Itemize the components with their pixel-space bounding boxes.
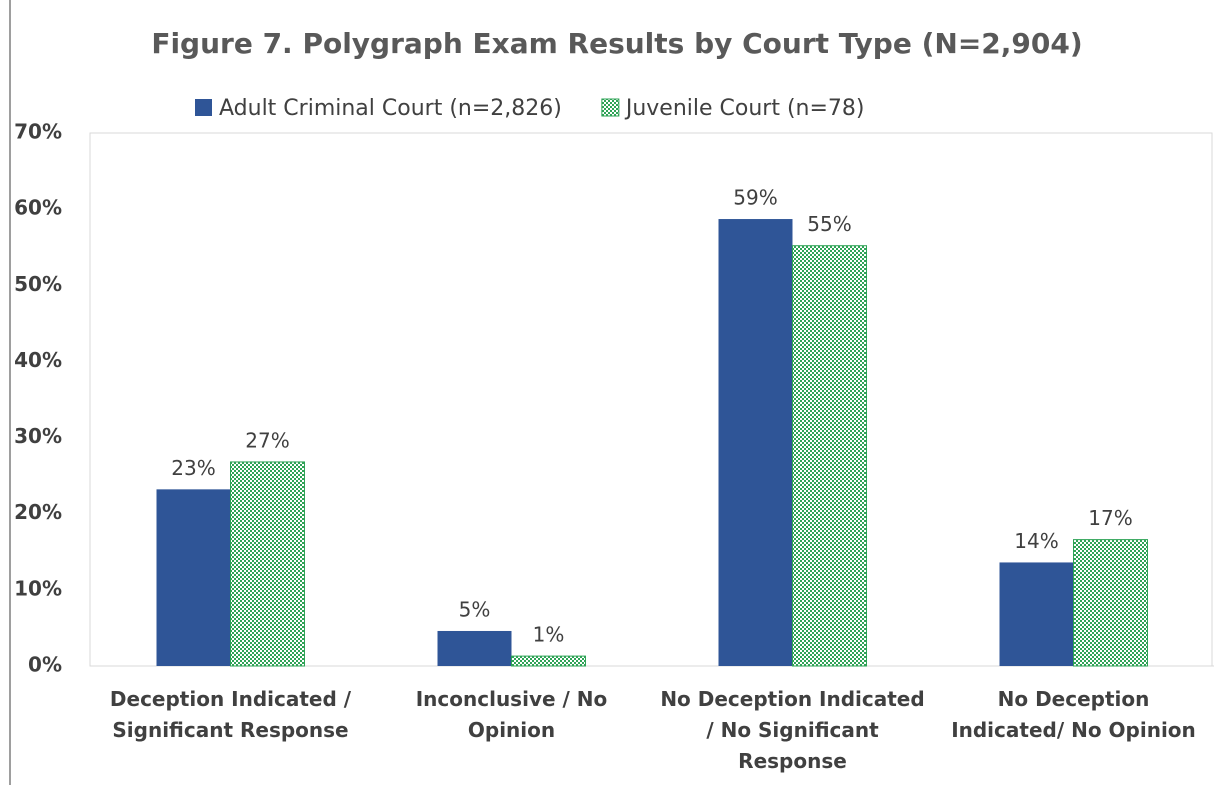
y-tick-label: 10% xyxy=(14,576,62,600)
y-tick-label: 20% xyxy=(14,500,62,524)
bar xyxy=(156,489,231,666)
legend-label: Juvenile Court (n=78) xyxy=(624,96,865,121)
y-tick-label: 70% xyxy=(14,120,62,144)
chart-title: Figure 7. Polygraph Exam Results by Cour… xyxy=(151,27,1082,60)
bar xyxy=(230,461,305,667)
legend-label: Adult Criminal Court (n=2,826) xyxy=(219,96,562,121)
data-label: 14% xyxy=(1014,529,1058,553)
data-label: 27% xyxy=(245,428,289,452)
bar xyxy=(999,562,1074,666)
y-tick-label: 30% xyxy=(14,424,62,448)
y-tick-label: 60% xyxy=(14,196,62,220)
legend-swatch xyxy=(601,98,620,117)
bar xyxy=(511,655,586,667)
bar xyxy=(1073,539,1148,667)
bar xyxy=(718,219,793,666)
bar xyxy=(792,245,867,667)
y-tick-label: 40% xyxy=(14,348,62,372)
x-tick-label: No Deception Indicated / No Significant … xyxy=(660,687,925,773)
bar xyxy=(437,630,512,666)
data-label: 17% xyxy=(1088,506,1132,530)
y-tick-label: 50% xyxy=(14,272,62,296)
data-label: 5% xyxy=(459,597,491,621)
y-tick-label: 0% xyxy=(28,653,62,677)
x-tick-label: No Deception Indicated/ No Opinion xyxy=(951,687,1196,742)
x-tick-label: Deception Indicated / Significant Respon… xyxy=(109,687,352,742)
data-label: 23% xyxy=(171,456,215,480)
data-label: 1% xyxy=(533,623,565,647)
x-tick-label: Inconclusive / No Opinion xyxy=(415,687,608,742)
data-label: 55% xyxy=(807,212,851,236)
legend-swatch xyxy=(195,99,212,116)
data-label: 59% xyxy=(733,186,777,210)
